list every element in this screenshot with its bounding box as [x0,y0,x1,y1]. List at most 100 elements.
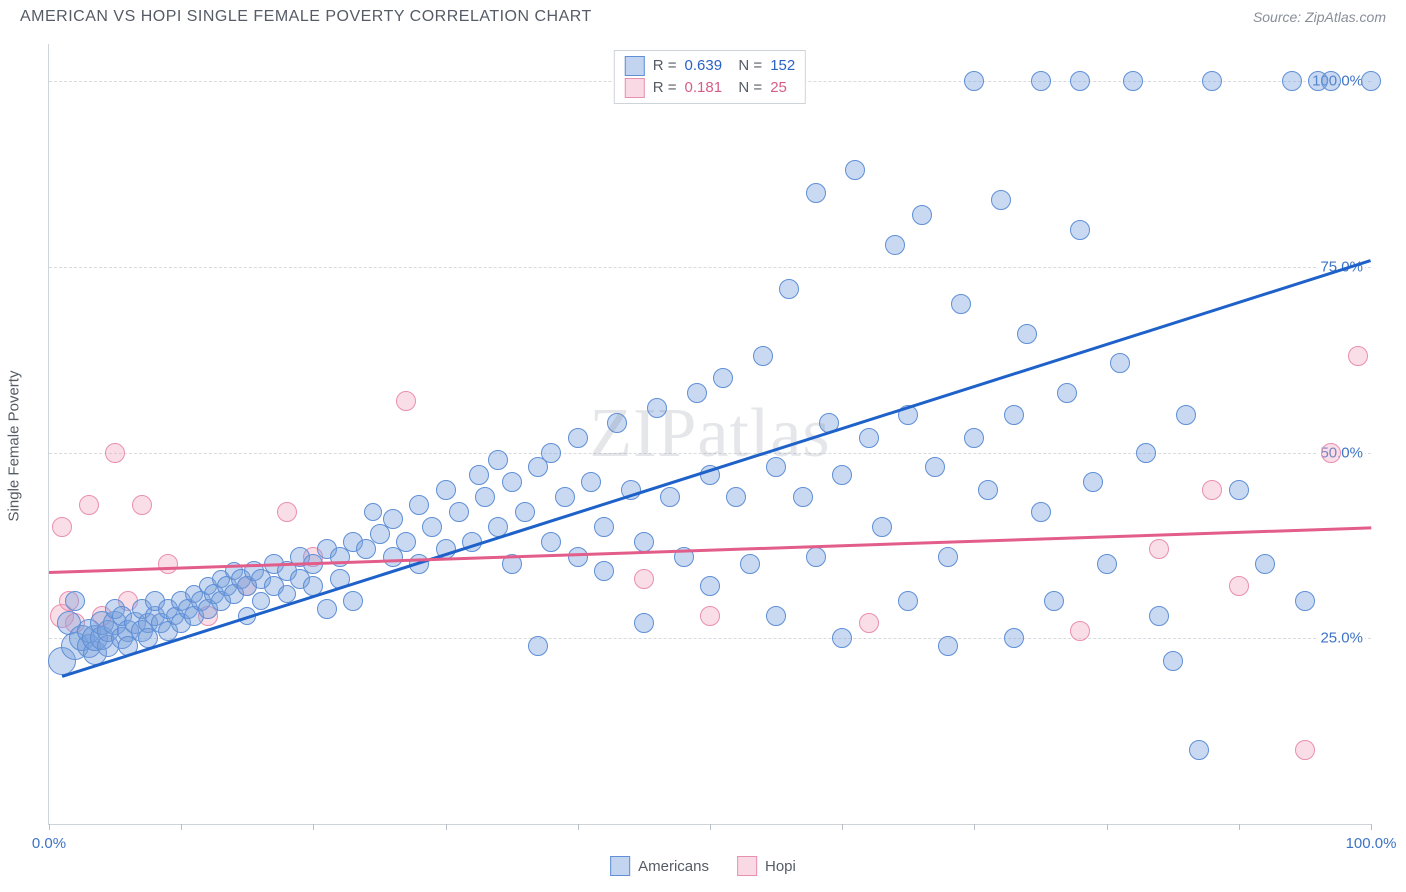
legend-label-americans: Americans [638,858,709,875]
data-point-hopi [277,502,297,522]
data-point-hopi [158,554,178,574]
data-point-americans [528,636,548,656]
data-point-americans [1136,443,1156,463]
data-point-americans [700,576,720,596]
ytick-label: 25.0% [1318,630,1365,647]
data-point-americans [1176,405,1196,425]
data-point-americans [1044,591,1064,611]
data-point-americans [422,517,442,537]
legend-item-hopi: Hopi [737,856,796,876]
gridline [49,453,1371,454]
data-point-americans [647,398,667,418]
xtick-mark [49,824,50,830]
data-point-americans [766,457,786,477]
data-point-americans [740,554,760,574]
data-point-americans [1110,353,1130,373]
gridline [49,267,1371,268]
data-point-americans [832,628,852,648]
xtick-label: 0.0% [32,835,66,852]
y-axis-label: Single Female Poverty [6,371,23,522]
legend-r-label: R = [653,55,677,77]
data-point-hopi [1202,480,1222,500]
xtick-mark [974,824,975,830]
data-point-americans [1004,628,1024,648]
data-point-hopi [1295,740,1315,760]
data-point-americans [964,428,984,448]
watermark: ZIPatlas [589,394,830,474]
data-point-americans [1004,405,1024,425]
data-point-americans [343,591,363,611]
legend-series: Americans Hopi [610,856,796,876]
source-label: Source: ZipAtlas.com [1253,9,1386,25]
data-point-hopi [859,613,879,633]
data-point-americans [766,606,786,626]
data-point-hopi [1149,539,1169,559]
swatch-americans-icon [610,856,630,876]
data-point-americans [634,532,654,552]
data-point-hopi [1348,346,1368,366]
data-point-americans [449,502,469,522]
legend-item-americans: Americans [610,856,709,876]
data-point-americans [1202,71,1222,91]
xtick-mark [578,824,579,830]
data-point-hopi [634,569,654,589]
data-point-americans [1149,606,1169,626]
data-point-hopi [132,495,152,515]
data-point-americans [1017,324,1037,344]
data-point-americans [488,450,508,470]
data-point-americans [779,279,799,299]
data-point-americans [475,487,495,507]
data-point-americans [502,472,522,492]
data-point-americans [65,591,85,611]
chart-title: AMERICAN VS HOPI SINGLE FEMALE POVERTY C… [20,8,592,26]
legend-n-americans: 152 [770,55,795,77]
data-point-hopi [1229,576,1249,596]
swatch-hopi-icon [737,856,757,876]
data-point-hopi [1321,443,1341,463]
data-point-hopi [105,443,125,463]
data-point-americans [555,487,575,507]
data-point-americans [1083,472,1103,492]
data-point-americans [1282,71,1302,91]
data-point-americans [885,235,905,255]
legend-correlation: R = 0.639 N = 152 R = 0.181 N = 25 [614,50,806,104]
data-point-americans [568,428,588,448]
xtick-mark [313,824,314,830]
xtick-mark [710,824,711,830]
data-point-americans [951,294,971,314]
data-point-americans [687,383,707,403]
data-point-americans [1255,554,1275,574]
data-point-americans [594,517,614,537]
legend-n-hopi: 25 [770,77,787,99]
data-point-hopi [396,391,416,411]
data-point-hopi [1070,621,1090,641]
data-point-americans [409,495,429,515]
xtick-mark [1107,824,1108,830]
data-point-americans [964,71,984,91]
scatter-plot: ZIPatlas R = 0.639 N = 152 R = 0.181 N =… [48,44,1371,825]
data-point-americans [978,480,998,500]
data-point-americans [938,547,958,567]
data-point-americans [1361,71,1381,91]
legend-row-americans: R = 0.639 N = 152 [625,55,795,77]
data-point-americans [252,592,270,610]
data-point-americans [1031,502,1051,522]
data-point-americans [1070,220,1090,240]
data-point-americans [568,547,588,567]
data-point-americans [581,472,601,492]
data-point-americans [938,636,958,656]
data-point-americans [793,487,813,507]
data-point-hopi [52,517,72,537]
data-point-americans [1031,71,1051,91]
xtick-mark [1239,824,1240,830]
legend-row-hopi: R = 0.181 N = 25 [625,77,795,99]
data-point-americans [607,413,627,433]
data-point-hopi [700,606,720,626]
data-point-americans [726,487,746,507]
data-point-americans [1057,383,1077,403]
xtick-label: 100.0% [1346,835,1397,852]
xtick-mark [1371,824,1372,830]
data-point-americans [317,599,337,619]
data-point-americans [859,428,879,448]
data-point-americans [364,503,382,521]
